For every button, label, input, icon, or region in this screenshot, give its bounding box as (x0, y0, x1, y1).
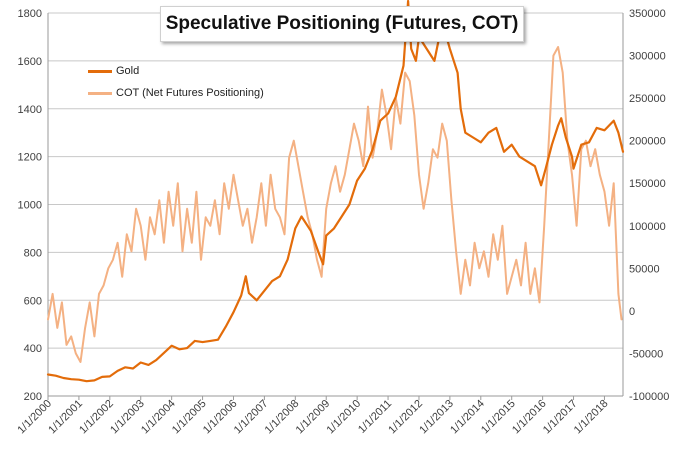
x-tick: 1/1/2018 (572, 398, 611, 437)
legend-item-gold: Gold (88, 60, 264, 82)
y-right-tick-label: 100000 (629, 221, 666, 233)
y-axis-right: -100000 -50000 0 50000 100000 150000 200000 250… (629, 8, 669, 403)
y-right-tick-label: 250000 (629, 93, 666, 105)
legend-label-cot: COT (Net Futures Positioning) (116, 87, 264, 99)
chart-title: Speculative Positioning (Futures, COT) (165, 13, 519, 34)
plot-area (47, 13, 624, 397)
series-layer (46, 0, 625, 383)
series-line-cot (47, 46, 623, 363)
y-left-tick-label: 800 (24, 247, 42, 259)
y-right-tick-label: 200000 (629, 136, 666, 148)
y-axis-left: 200 400 600 800 1000 1200 1400 1600 1800 (18, 8, 42, 403)
x-tick-label: 1/1/2010 (324, 398, 363, 437)
x-axis: 1/1/20001/1/20011/1/20021/1/20031/1/2004… (15, 396, 611, 437)
chart-title-box: Speculative Positioning (Futures, COT) (160, 6, 524, 42)
y-right-tick-label: 150000 (629, 178, 666, 190)
legend-swatch-cot (88, 91, 112, 95)
y-left-tick-label: 1600 (18, 56, 42, 68)
y-left-tick-label: 200 (24, 391, 42, 403)
x-tick: 1/1/2010 (324, 398, 363, 437)
y-left-tick-label: 1000 (18, 200, 42, 212)
x-tick-label: 1/1/2018 (572, 398, 611, 437)
y-right-tick-label: -100000 (629, 391, 669, 403)
y-left-tick-label: 1200 (18, 152, 42, 164)
y-right-tick-label: 350000 (629, 8, 666, 20)
y-left-tick-label: 600 (24, 295, 42, 307)
y-right-tick-label: -50000 (629, 348, 663, 360)
y-right-tick-label: 50000 (629, 263, 660, 275)
legend-swatch-gold (88, 69, 112, 73)
y-left-tick-label: 1800 (18, 8, 42, 20)
y-right-tick-label: 0 (629, 306, 635, 318)
y-left-tick-label: 400 (24, 343, 42, 355)
y-left-tick-label: 1400 (18, 104, 42, 116)
legend-item-cot: COT (Net Futures Positioning) (88, 82, 264, 104)
legend: Gold COT (Net Futures Positioning) (88, 60, 264, 104)
y-right-tick-label: 300000 (629, 51, 666, 63)
series-line-gold (46, 0, 625, 383)
legend-label-gold: Gold (116, 65, 140, 77)
